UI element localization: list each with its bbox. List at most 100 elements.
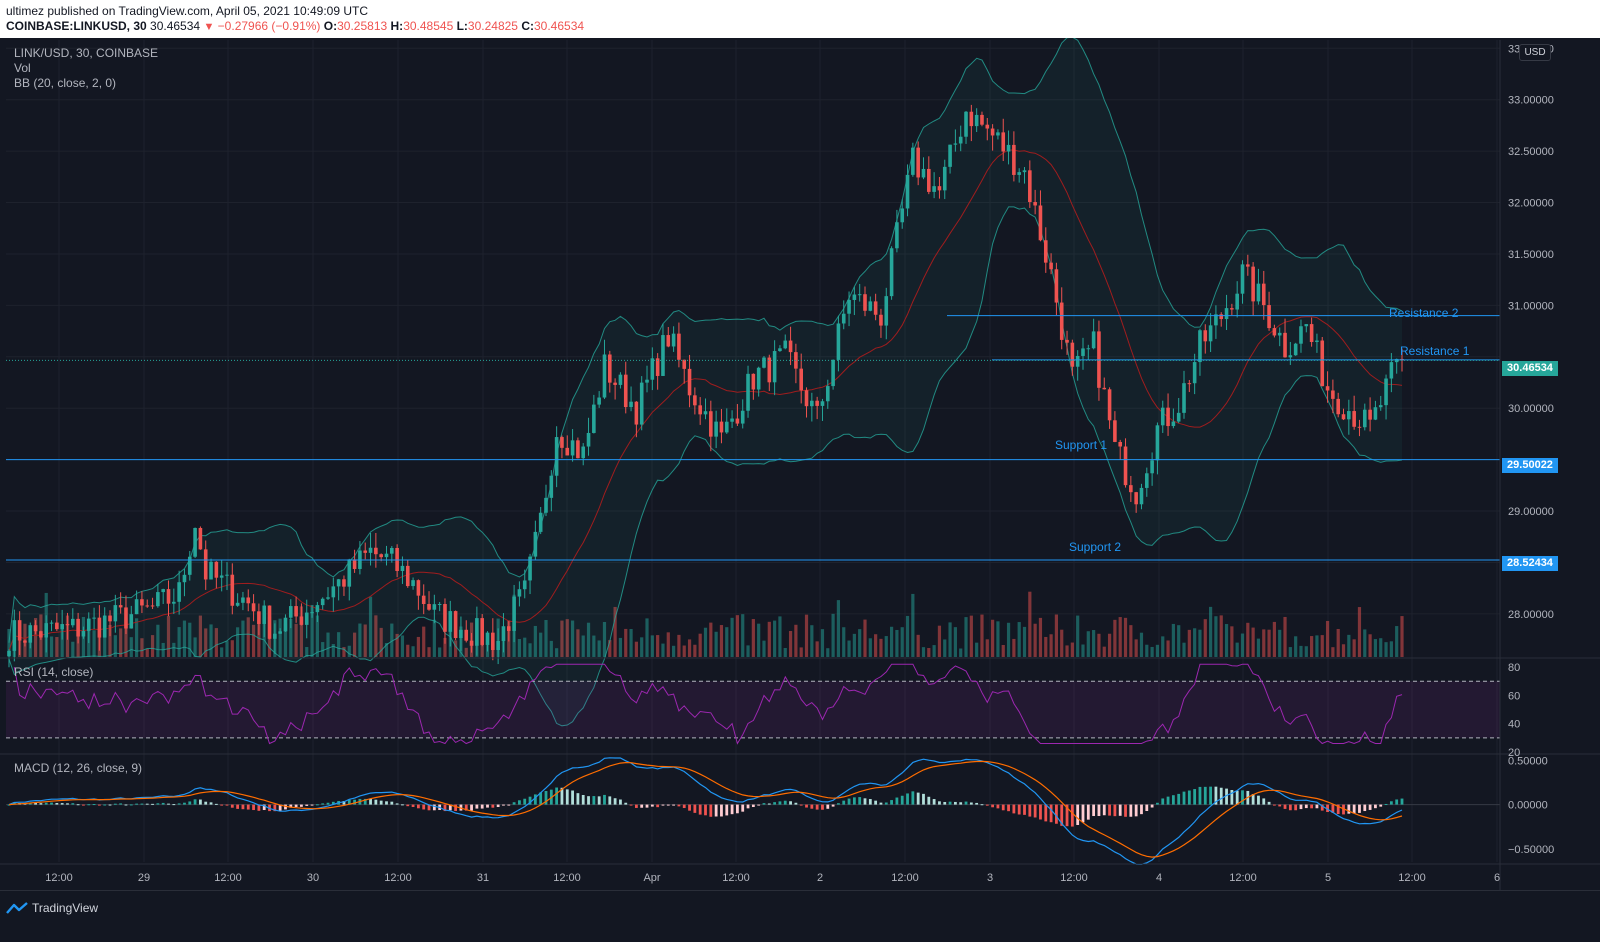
volume-bar xyxy=(735,615,740,657)
macd-histogram-bar xyxy=(422,804,426,810)
candle-body xyxy=(203,549,208,580)
volume-bar xyxy=(289,618,293,657)
macd-histogram-bar xyxy=(374,799,378,805)
candle-body xyxy=(28,625,33,643)
macd-histogram-bar xyxy=(1331,804,1335,813)
resistance2-label[interactable]: Resistance 2 xyxy=(1389,306,1459,320)
macd-histogram-bar xyxy=(124,804,128,806)
volume-bar xyxy=(1187,629,1191,657)
macd-histogram-bar xyxy=(103,804,107,806)
macd-histogram-bar xyxy=(1028,804,1032,817)
candle-body xyxy=(592,404,596,433)
chart-canvas[interactable]: 33.5000033.0000032.5000032.0000031.50000… xyxy=(0,38,1600,890)
macd-histogram-bar xyxy=(693,804,697,813)
candle-body xyxy=(363,550,368,553)
price-scale-label: 32.50000 xyxy=(1508,146,1554,158)
candle-body xyxy=(1171,421,1176,427)
legend-volume[interactable]: Vol xyxy=(14,61,31,75)
macd-histogram-bar xyxy=(310,804,314,806)
macd-histogram-bar xyxy=(135,803,139,805)
candle-body xyxy=(841,313,846,324)
candle-body xyxy=(76,618,80,637)
volume-bar xyxy=(166,615,171,657)
tradingview-logo[interactable]: TradingView xyxy=(6,901,98,915)
volume-bar xyxy=(1022,626,1027,657)
time-axis-label: 29 xyxy=(138,872,150,884)
legend-symbol[interactable]: LINK/USD, 30, COINBASE xyxy=(14,46,159,60)
support-resistance-lines[interactable] xyxy=(6,315,1500,561)
candle-body xyxy=(81,630,86,637)
macd-histogram-bar xyxy=(619,799,622,805)
macd-scale-label: 0.00000 xyxy=(1508,800,1548,812)
macd-histogram-bar xyxy=(1267,801,1271,805)
legend-bb[interactable]: BB (20, close, 2, 0) xyxy=(14,76,117,90)
macd-histogram-bar xyxy=(879,802,883,805)
time-axis-label: 5 xyxy=(1325,872,1331,884)
candle-body xyxy=(953,143,958,145)
macd-histogram-bar xyxy=(363,798,367,805)
volume-bar xyxy=(1315,635,1319,657)
candlesticks xyxy=(7,104,1404,668)
candle-body xyxy=(927,168,931,192)
macd-histogram-bar xyxy=(1219,787,1223,805)
macd-histogram-bar xyxy=(220,804,224,806)
time-axis-label: 12:00 xyxy=(384,872,412,884)
candle-body xyxy=(108,615,112,622)
candle-body xyxy=(150,605,155,607)
macd-histogram-bar xyxy=(996,804,1000,809)
volume-bar xyxy=(975,642,979,657)
volume-bar xyxy=(278,618,282,657)
volume-bar xyxy=(948,622,952,657)
candle-body xyxy=(974,114,979,127)
candle-body xyxy=(1107,389,1112,421)
candle-body xyxy=(267,605,272,639)
macd-histogram-bar xyxy=(571,790,574,805)
volume-bar xyxy=(1368,634,1372,657)
candle-body xyxy=(124,607,128,629)
volume-bar xyxy=(129,637,133,657)
macd-histogram-bar xyxy=(810,804,814,809)
macd-histogram-bar xyxy=(230,804,234,808)
candle-body xyxy=(889,248,894,297)
candle-body xyxy=(1081,348,1085,356)
candle-body xyxy=(156,592,160,607)
candle-body xyxy=(1214,314,1218,326)
low-value: 30.24825 xyxy=(467,19,518,33)
volume-bar xyxy=(799,647,803,657)
candle-body xyxy=(703,411,708,415)
volume-bar xyxy=(299,606,304,657)
candle-body xyxy=(336,579,341,587)
volume-bar xyxy=(719,625,724,657)
candle-body xyxy=(1166,407,1170,427)
candle-body xyxy=(746,373,750,411)
support2-price-tag: 28.52434 xyxy=(1502,556,1558,571)
macd-histogram-bar xyxy=(1288,804,1292,811)
resistance1-label[interactable]: Resistance 1 xyxy=(1400,344,1470,358)
volume-bar xyxy=(1097,633,1101,657)
legend-macd[interactable]: MACD (12, 26, close, 9) xyxy=(14,761,143,775)
rsi-band-fill xyxy=(6,681,1500,738)
legend-rsi[interactable]: RSI (14, close) xyxy=(14,665,94,679)
volume-bar xyxy=(1070,642,1074,657)
candle-body xyxy=(799,368,804,391)
candle-body xyxy=(1012,144,1016,175)
volume-bar xyxy=(1150,646,1154,657)
volume-bar xyxy=(1102,646,1106,657)
support1-label[interactable]: Support 1 xyxy=(1055,438,1108,452)
currency-badge[interactable]: USD xyxy=(1519,44,1551,61)
candle-body xyxy=(969,111,974,127)
candle-body xyxy=(1336,398,1340,415)
macd-histogram-bar xyxy=(1023,804,1026,815)
macd-histogram-bar xyxy=(895,797,899,805)
volume-bar xyxy=(1288,647,1292,657)
volume-bar xyxy=(246,617,250,657)
macd-line xyxy=(8,757,1403,865)
support2-label[interactable]: Support 2 xyxy=(1069,540,1122,554)
macd-histogram-bar xyxy=(805,804,808,808)
macd-histogram-bar xyxy=(97,804,101,806)
candle-body xyxy=(134,599,139,615)
macd-histogram-bar xyxy=(225,804,229,806)
bb-upper xyxy=(8,38,1403,643)
candle-body xyxy=(879,314,883,326)
candle-body xyxy=(453,611,458,639)
